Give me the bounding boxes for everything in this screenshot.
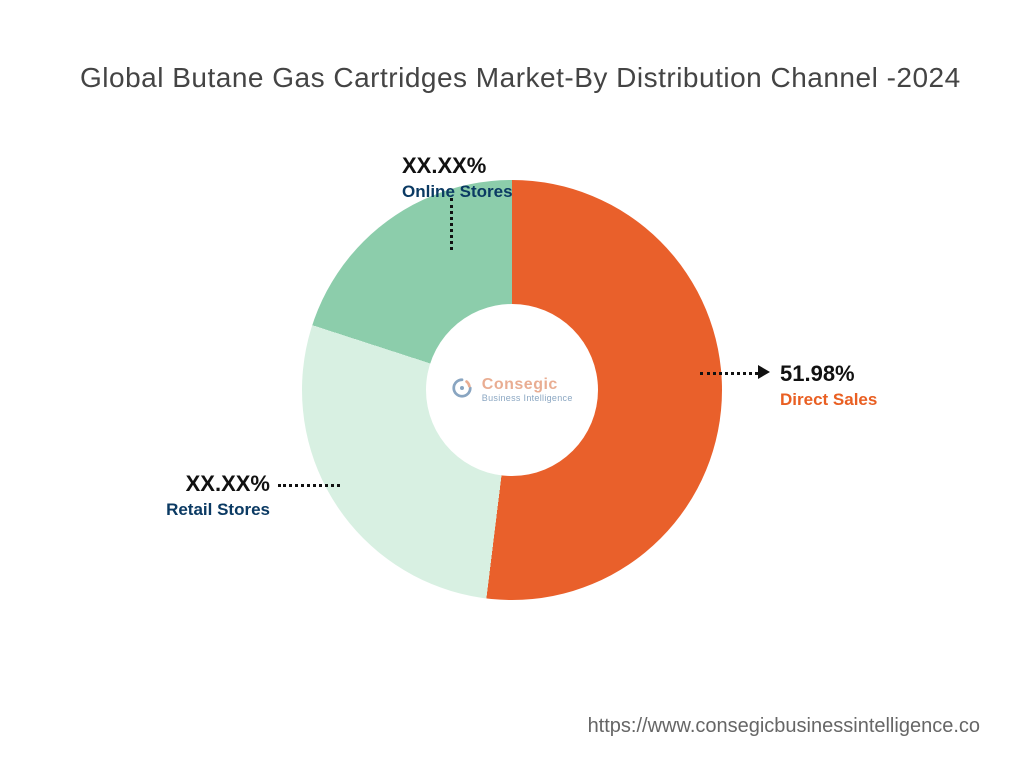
logo-sub: Business Intelligence: [482, 394, 573, 403]
logo-main: Consegic: [482, 377, 573, 393]
logo-text: Consegic Business Intelligence: [482, 377, 573, 403]
leader-online: [450, 198, 453, 250]
donut-hole: Consegic Business Intelligence: [426, 304, 598, 476]
direct-percent: 51.98%: [780, 360, 877, 389]
page-container: Global Butane Gas Cartridges Market-By D…: [0, 0, 1024, 768]
chart-title: Global Butane Gas Cartridges Market-By D…: [80, 62, 961, 94]
retail-percent: XX.XX%: [130, 470, 270, 499]
leader-retail: [278, 484, 340, 487]
callout-direct-sales: 51.98% Direct Sales: [780, 360, 877, 411]
arrow-direct: [758, 365, 770, 379]
callout-online-stores: XX.XX% Online Stores: [402, 152, 513, 203]
donut-chart: Consegic Business Intelligence: [302, 180, 722, 600]
watermark-logo: Consegic Business Intelligence: [451, 377, 572, 403]
logo-icon: [451, 377, 473, 403]
online-label: Online Stores: [402, 181, 513, 203]
online-percent: XX.XX%: [402, 152, 513, 181]
retail-label: Retail Stores: [130, 499, 270, 521]
leader-direct: [700, 372, 758, 375]
footer-url: https://www.consegicbusinessintelligence…: [588, 715, 980, 738]
callout-retail-stores: XX.XX% Retail Stores: [130, 470, 270, 521]
direct-label: Direct Sales: [780, 389, 877, 411]
